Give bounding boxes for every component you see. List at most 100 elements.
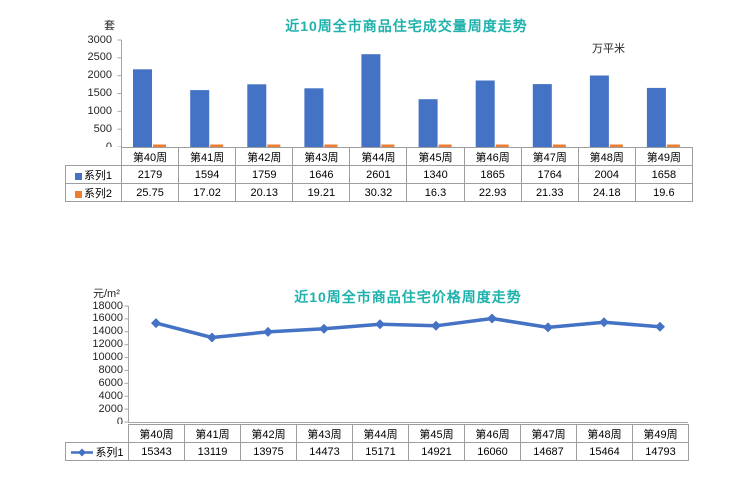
week-header-cell: 第41周 [178, 147, 237, 166]
diamond-marker [599, 317, 609, 328]
value-cell: 22.93 [463, 183, 522, 202]
value-cell: 14921 [408, 442, 465, 461]
y-tick-label: 1500 [87, 87, 112, 99]
value-cell: 15464 [576, 442, 633, 461]
value-cell: 1646 [292, 165, 351, 184]
week-header-cell: 第46周 [463, 147, 522, 166]
value-cell: 13975 [240, 442, 297, 461]
week-header-cell: 第48周 [577, 147, 636, 166]
value-cell: 25.75 [120, 183, 180, 202]
volume-y-axis-unit-right: 万平米 [592, 43, 625, 55]
value-cell: 15171 [352, 442, 409, 461]
value-cell: 2179 [120, 165, 180, 184]
week-header-cell: 第46周 [464, 424, 521, 443]
bar-series1 [133, 69, 152, 147]
volume-chart-title: 近10周全市商品住宅成交量周度走势 [285, 18, 528, 34]
y-tick-label: 14000 [92, 325, 123, 338]
diamond-marker [207, 332, 217, 343]
diamond-marker [487, 313, 497, 324]
bar-series2 [210, 144, 224, 147]
value-cell: 20.13 [235, 183, 294, 202]
table-header-row: 第40周 第41周 第42周 第43周 第44周 第45周 第46周 第47周 第48周 第49周 [65, 147, 693, 166]
volume-y-axis-labels: 3000 2500 2000 1500 1000 500 0 [70, 0, 112, 483]
price-y-axis-unit: 元/m² [93, 288, 120, 300]
week-header-cell: 第40周 [128, 424, 185, 443]
bar-series2 [666, 144, 680, 147]
week-header-cell: 第42周 [235, 147, 294, 166]
price-data-table: 第40周 第41周 第42周 第43周 第44周 第45周 第46周 第47周 第48周 第49周… [65, 424, 689, 461]
y-tick-label: 500 [93, 122, 112, 135]
y-tick-label: 3000 [87, 33, 112, 46]
y-tick-label: 6000 [98, 376, 123, 389]
value-cell: 19.21 [292, 183, 351, 202]
value-cell: 1340 [406, 165, 465, 184]
y-tick-label: 12000 [92, 338, 123, 351]
bar-series2 [438, 144, 452, 147]
value-cell: 13119 [184, 442, 241, 461]
y-tick-label: 2000 [87, 69, 112, 82]
table-series-row: 系列1 15343 13119 13975 14473 15171 14921 16060 14… [65, 442, 689, 461]
diamond-marker [655, 321, 665, 332]
week-header-cell: 第41周 [184, 424, 241, 443]
volume-data-table: 第40周 第41周 第42周 第43周 第44周 第45周 第46周 第47周 第48周 第49周… [65, 147, 693, 202]
series-name-label: 系列1 [83, 169, 113, 182]
price-line [154, 316, 662, 340]
value-cell: 14473 [296, 442, 353, 461]
value-cell: 24.18 [577, 183, 636, 202]
bar-series2 [495, 144, 509, 147]
value-cell: 15343 [128, 442, 185, 461]
week-header-cell: 第43周 [292, 147, 351, 166]
legend-cell: 系列1 [65, 165, 122, 184]
week-header-cell: 第49周 [632, 424, 689, 443]
value-cell: 1594 [178, 165, 237, 184]
bar-series1 [646, 87, 666, 147]
y-tick-label: 18000 [92, 299, 123, 312]
table-header-row: 第40周 第41周 第42周 第43周 第44周 第45周 第46周 第47周 第48周 第49周 [65, 424, 689, 443]
y-tick-label: 2500 [87, 51, 112, 64]
series2-square-swatch-icon [74, 190, 82, 198]
y-tick-label: 2000 [98, 402, 123, 415]
y-tick-label: 16000 [92, 312, 123, 325]
value-cell: 16060 [464, 442, 521, 461]
bar-series2 [324, 144, 338, 147]
value-cell: 30.32 [349, 183, 408, 202]
week-header-cell: 第45周 [406, 147, 465, 166]
y-tick-label: 10000 [92, 351, 123, 364]
week-header-cell: 第49周 [634, 147, 693, 166]
table-series-row: 系列2 25.75 17.02 20.13 19.21 30.32 16.3 22.93 21.… [65, 183, 693, 202]
diamond-marker [431, 320, 441, 331]
y-tick-label: 8000 [98, 363, 123, 376]
week-header-cell: 第48周 [576, 424, 633, 443]
bar-series1 [589, 75, 609, 147]
legend-cell: 系列1 [65, 442, 129, 461]
y-tick-label: 4000 [98, 389, 123, 402]
value-cell: 16.3 [406, 183, 465, 202]
series-name-label: 系列2 [83, 187, 113, 200]
series1-line-marker-icon [71, 448, 94, 456]
bar-series1 [190, 90, 210, 147]
week-header-cell: 第42周 [240, 424, 297, 443]
week-header-cell: 第47周 [520, 424, 577, 443]
table-corner-cell [65, 424, 129, 443]
diamond-marker [263, 326, 273, 337]
price-chart-title: 近10周全市商品住宅价格周度走势 [294, 289, 522, 305]
value-cell: 1658 [634, 165, 693, 184]
value-cell: 19.6 [634, 183, 693, 202]
y-tick-label: 1000 [87, 104, 112, 117]
bar-series2 [381, 144, 395, 147]
bar-series1 [418, 99, 438, 147]
value-cell: 14687 [520, 442, 577, 461]
value-cell: 17.02 [178, 183, 237, 202]
week-header-cell: 第40周 [120, 147, 180, 166]
bar-series1 [475, 80, 495, 147]
bar-series2 [552, 144, 566, 147]
diamond-marker [543, 322, 553, 333]
price-y-axis-labels: 18000 16000 14000 12000 10000 8000 6000 4000 200… [70, 0, 123, 483]
value-cell: 1764 [520, 165, 579, 184]
value-cell: 1865 [463, 165, 522, 184]
value-cell: 2004 [577, 165, 636, 184]
bar-series2 [153, 144, 166, 147]
week-header-cell: 第47周 [520, 147, 579, 166]
diamond-marker [319, 323, 329, 334]
